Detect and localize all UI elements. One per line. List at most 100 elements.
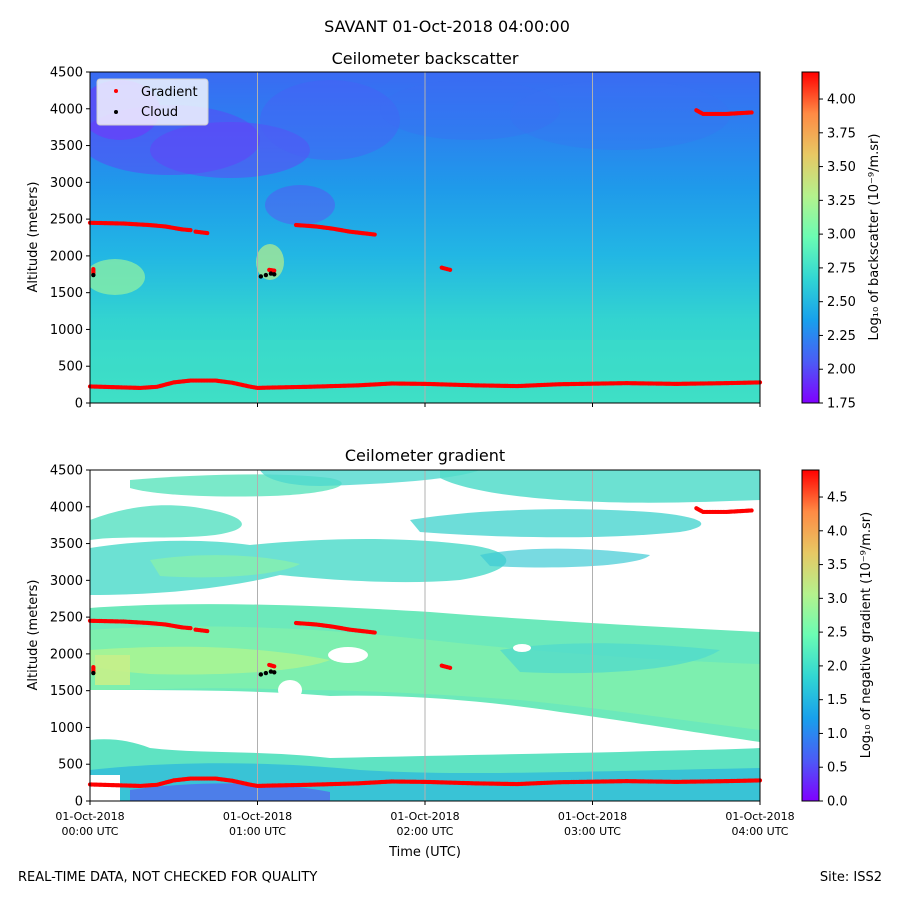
backscatter-ylabel: Altitude (meters)	[26, 182, 41, 293]
y-tick-label: 1500	[50, 286, 83, 301]
cloud-point	[263, 670, 269, 676]
backscatter-colorbar: 1.75 2.00 2.25 2.50 2.75 3.00 3.25 3.50 3.75 4.00…	[801, 71, 882, 412]
y-tick-label: 0	[75, 795, 83, 810]
backscatter-title: Ceilometer backscatter	[332, 49, 519, 68]
y-tick-label: 2500	[50, 213, 83, 228]
gradient-point	[749, 508, 754, 513]
gradient-title: Ceilometer gradient	[345, 446, 505, 465]
cloud-point	[268, 271, 274, 276]
gradient-xlabel: Time (UTC)	[388, 845, 461, 860]
y-tick-label: 1000	[50, 323, 83, 338]
x-tick-label-date: 01-Oct-2018	[223, 810, 292, 823]
figure-suptitle: SAVANT 01-Oct-2018 04:00:00	[324, 17, 570, 36]
gradient-x-ticks: 01-Oct-2018 00:00 UTC 01-Oct-2018 01:00 UTC…	[55, 801, 795, 838]
gradient-point	[272, 268, 277, 273]
colorbar-tick-label: 2.0	[827, 659, 848, 674]
quality-disclaimer: REAL-TIME DATA, NOT CHECKED FOR QUALITY	[18, 870, 318, 885]
gradient-colorbar: 0.0 0.5 1.0 1.5 2.0 2.5 3.0 3.5 4.0 4.5 Log₁₀ of …	[801, 469, 874, 810]
y-tick-label: 3000	[50, 176, 83, 191]
y-tick-label: 4500	[50, 464, 83, 479]
backscatter-gridlines	[257, 72, 593, 403]
y-tick-label: 500	[58, 758, 83, 773]
colorbar-tick-label: 3.25	[827, 194, 856, 209]
colorbar-tick-label: 3.00	[827, 228, 856, 243]
y-tick-label: 3500	[50, 537, 83, 552]
y-tick-label: 4000	[50, 500, 83, 515]
gradient-y-ticks: 0 500 1000 1500 2000 2500 3000 3500 4000 4500	[50, 464, 90, 810]
x-tick-label-date: 01-Oct-2018	[390, 810, 459, 823]
gradient-point	[372, 630, 377, 635]
gradient-point	[448, 267, 453, 272]
y-tick-label: 4500	[50, 66, 83, 81]
gradient-point	[272, 664, 277, 669]
cloud-point	[258, 672, 264, 677]
legend-cloud-marker	[114, 110, 118, 114]
colorbar-tick-label: 0.5	[827, 761, 848, 776]
cloud-point	[258, 274, 264, 279]
backscatter-cloud-points	[91, 271, 277, 279]
gradient-colorbar-ramp	[801, 469, 820, 802]
cloud-point	[263, 272, 269, 278]
cloud-point	[272, 272, 277, 277]
y-tick-label: 1000	[50, 721, 83, 736]
legend-box	[96, 78, 209, 126]
gradient-colorbar-label: Log₁₀ of negative gradient (10⁻⁹/m.sr)	[859, 512, 874, 758]
gradient-point	[188, 228, 193, 233]
y-tick-label: 3000	[50, 574, 83, 589]
colorbar-tick-label: 1.0	[827, 727, 848, 742]
gradient-cloud-points	[91, 669, 277, 677]
colorbar-tick-label: 4.0	[827, 524, 848, 539]
y-tick-label: 2000	[50, 249, 83, 264]
site-label: Site: ISS2	[819, 870, 882, 885]
legend-gradient-marker	[114, 89, 118, 93]
backscatter-colorbar-label: Log₁₀ of backscatter (10⁻⁹/m.sr)	[867, 134, 882, 341]
y-tick-label: 0	[75, 397, 83, 412]
gradient-point	[205, 628, 210, 634]
x-tick-label-date: 01-Oct-2018	[55, 810, 124, 823]
gradient-point	[372, 232, 377, 237]
cloud-point	[272, 670, 277, 675]
x-tick-label-time: 01:00 UTC	[229, 825, 286, 838]
gradient-gradient-points	[87, 506, 763, 789]
x-tick-label-date: 01-Oct-2018	[558, 810, 627, 823]
colorbar-tick-label: 2.5	[827, 626, 848, 641]
colorbar-tick-label: 4.00	[827, 93, 856, 108]
gradient-panel: Ceilometer gradient	[26, 446, 874, 860]
colorbar-tick-label: 3.50	[827, 160, 856, 175]
backscatter-x-ticks	[89, 403, 761, 407]
colorbar-tick-label: 0.0	[827, 795, 848, 810]
gradient-colorbar-ticks: 0.0 0.5 1.0 1.5 2.0 2.5 3.0 3.5 4.0 4.5	[819, 491, 848, 810]
y-tick-label: 3500	[50, 139, 83, 154]
backscatter-colorbar-ramp	[801, 71, 820, 404]
x-tick-label-date: 01-Oct-2018	[725, 810, 794, 823]
cloud-point	[268, 669, 274, 674]
gradient-point	[448, 665, 453, 670]
gradient-point	[205, 230, 210, 236]
colorbar-tick-label: 3.5	[827, 558, 848, 573]
gradient-gridlines	[257, 470, 593, 801]
colorbar-tick-label: 2.00	[827, 363, 856, 378]
y-tick-label: 1500	[50, 684, 83, 699]
x-tick-label-time: 04:00 UTC	[731, 825, 788, 838]
colorbar-tick-label: 1.5	[827, 693, 848, 708]
colorbar-tick-label: 2.50	[827, 295, 856, 310]
y-tick-label: 2500	[50, 611, 83, 626]
y-tick-label: 2000	[50, 647, 83, 662]
y-tick-label: 500	[58, 360, 83, 375]
backscatter-gradient-points	[87, 108, 763, 391]
colorbar-tick-label: 3.75	[827, 126, 856, 141]
colorbar-tick-label: 4.5	[827, 491, 848, 506]
backscatter-colorbar-ticks: 1.75 2.00 2.25 2.50 2.75 3.00 3.25 3.50 3.75 4.00	[819, 93, 856, 412]
colorbar-tick-label: 2.25	[827, 329, 856, 344]
colorbar-tick-label: 2.75	[827, 261, 856, 276]
backscatter-panel: Ceilometer backscatter 0 500 1000 1500 2000 2…	[26, 49, 882, 412]
x-tick-label-time: 02:00 UTC	[396, 825, 453, 838]
gradient-point	[749, 110, 754, 115]
legend-cloud-label: Cloud	[141, 105, 178, 120]
legend-gradient-label: Gradient	[141, 85, 198, 100]
gradient-ylabel: Altitude (meters)	[26, 580, 41, 691]
colorbar-tick-label: 1.75	[827, 397, 856, 412]
legend: Gradient Cloud	[96, 78, 209, 126]
colorbar-tick-label: 3.0	[827, 592, 848, 607]
